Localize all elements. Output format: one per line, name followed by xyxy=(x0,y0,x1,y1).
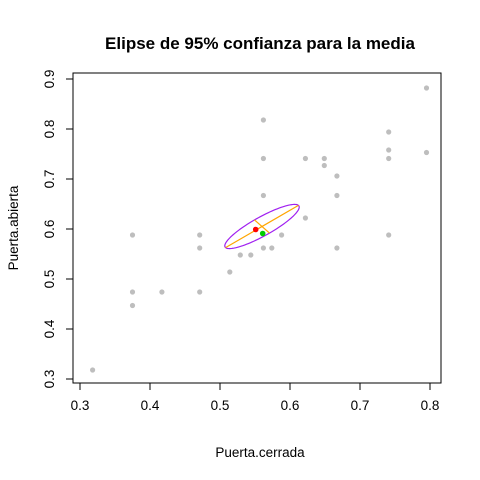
data-point xyxy=(260,192,266,199)
x-tick-label: 0.7 xyxy=(351,398,370,413)
data-point xyxy=(248,252,254,258)
y-tick-label: 0.7 xyxy=(42,170,57,189)
x-tick-label: 0.4 xyxy=(141,398,160,413)
data-point xyxy=(129,232,136,238)
data-point xyxy=(302,215,308,221)
y-axis-label: Puerta.abierta xyxy=(6,185,21,270)
center-point xyxy=(259,230,266,237)
data-point xyxy=(237,252,243,258)
confidence-ellipse-group xyxy=(224,203,300,250)
data-point xyxy=(334,173,340,179)
y-tick-label: 0.6 xyxy=(42,220,57,239)
data-point xyxy=(386,147,392,153)
data-point xyxy=(197,289,203,295)
y-axis: 0.3 0.4 0.5 0.6 0.7 0.8 0.9 xyxy=(42,70,74,389)
data-point xyxy=(302,155,308,162)
data-point xyxy=(386,129,392,135)
data-point xyxy=(90,367,96,373)
data-point xyxy=(386,232,392,238)
x-tick-label: 0.3 xyxy=(71,398,90,413)
data-point xyxy=(423,85,430,91)
data-point xyxy=(260,155,266,162)
x-tick-label: 0.6 xyxy=(281,398,300,413)
y-tick-label: 0.4 xyxy=(42,319,57,338)
confidence-ellipse xyxy=(224,203,300,250)
mean-point xyxy=(252,226,259,233)
data-point xyxy=(197,245,203,251)
data-point xyxy=(197,232,203,238)
y-tick-label: 0.5 xyxy=(42,270,57,289)
data-point xyxy=(386,155,392,162)
data-point xyxy=(129,289,136,295)
x-axis: 0.3 0.4 0.5 0.6 0.7 0.8 xyxy=(71,382,440,413)
data-point xyxy=(227,269,233,275)
data-point xyxy=(279,232,285,238)
ellipse-minor-axis xyxy=(254,219,270,234)
data-point xyxy=(334,192,340,199)
data-point xyxy=(334,245,340,251)
data-point xyxy=(269,245,275,251)
data-point xyxy=(321,162,327,169)
x-tick-label: 0.8 xyxy=(421,398,440,413)
x-axis-label: Puerta.cerrada xyxy=(215,445,305,460)
data-point xyxy=(260,117,266,123)
x-tick-label: 0.5 xyxy=(211,398,230,413)
data-point xyxy=(129,302,136,309)
y-tick-label: 0.9 xyxy=(42,70,57,89)
y-tick-label: 0.8 xyxy=(42,120,57,139)
data-point xyxy=(260,245,266,251)
data-point xyxy=(423,149,430,156)
data-point xyxy=(321,155,327,162)
data-points xyxy=(90,85,430,373)
y-tick-label: 0.3 xyxy=(42,370,57,389)
data-point xyxy=(159,289,165,295)
chart-title: Elipse de 95% confianza para la media xyxy=(105,34,415,53)
